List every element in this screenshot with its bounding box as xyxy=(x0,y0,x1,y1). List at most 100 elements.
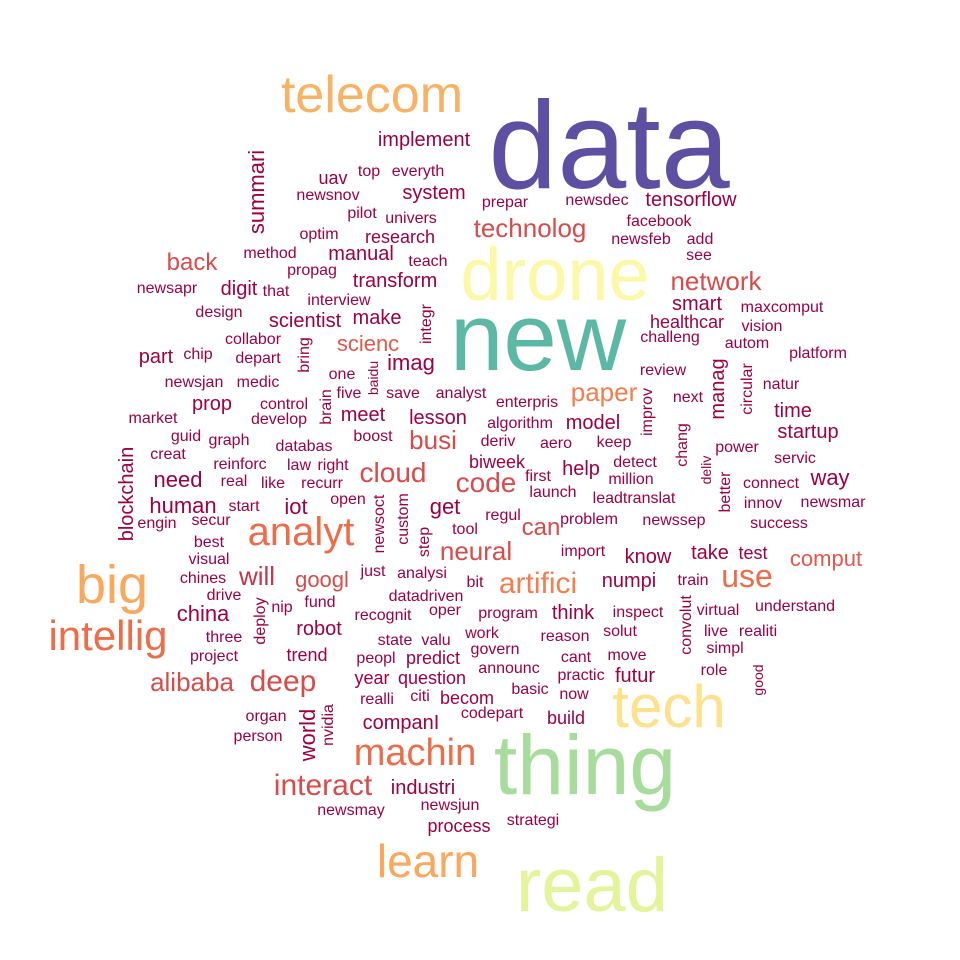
word-best: best xyxy=(193,534,225,551)
word-everyth: everyth xyxy=(391,163,445,180)
word-develop: develop xyxy=(250,411,308,428)
word-uav: uav xyxy=(318,168,348,188)
word-one: one xyxy=(328,366,356,383)
word-solut: solut xyxy=(603,623,637,640)
word-manual: manual xyxy=(328,243,394,265)
word-problem: problem xyxy=(560,511,618,528)
word-that: that xyxy=(262,283,290,300)
word-realiti: realiti xyxy=(738,623,778,640)
word-add: add xyxy=(686,231,714,248)
word-newsfeb: newsfeb xyxy=(611,231,671,248)
word-process: process xyxy=(427,816,491,836)
word-becom: becom xyxy=(439,688,495,708)
word-see: see xyxy=(686,247,712,264)
word-save: save xyxy=(386,385,420,402)
word-right: right xyxy=(317,457,349,474)
word-pilot: pilot xyxy=(347,205,377,222)
word-codepart: codepart xyxy=(460,705,524,722)
word-china: china xyxy=(176,601,230,626)
word-healthcar: healthcar xyxy=(649,312,725,332)
word-nip: nip xyxy=(271,599,293,616)
word-datadriven: datadriven xyxy=(388,588,464,605)
word-just: just xyxy=(360,563,386,580)
word-next: next xyxy=(672,389,704,406)
word-intellig: intellig xyxy=(48,612,168,659)
word-reinforc: reinforc xyxy=(213,456,267,473)
word-cant: cant xyxy=(560,649,592,666)
word-state: state xyxy=(377,632,413,649)
word-telecom: telecom xyxy=(280,66,464,124)
word-know: know xyxy=(624,546,672,568)
word-five: five xyxy=(336,385,362,402)
word-law: law xyxy=(286,457,312,474)
word-summari: summari xyxy=(244,149,269,235)
word-method: method xyxy=(243,245,297,262)
word-deliv: deliv xyxy=(698,455,714,485)
word-first: first xyxy=(525,468,551,485)
word-way: way xyxy=(810,465,850,490)
word-fund: fund xyxy=(304,594,336,611)
word-challeng: challeng xyxy=(640,329,700,346)
word-success: success xyxy=(750,515,808,532)
word-lesson: lesson xyxy=(409,407,467,429)
word-predict: predict xyxy=(405,648,461,668)
word-model: model xyxy=(565,412,621,434)
word-boost: boost xyxy=(353,428,393,445)
word-vision: vision xyxy=(741,318,783,335)
word-optim: optim xyxy=(299,226,339,243)
word-peopl: peopl xyxy=(356,650,396,667)
word-algorithm: algorithm xyxy=(487,415,553,432)
word-artifici: artifici xyxy=(498,567,578,600)
word-machin: machin xyxy=(353,732,477,774)
word-import: import xyxy=(560,543,606,560)
word-newsoct: newsoct xyxy=(371,494,388,554)
word-robot: robot xyxy=(296,618,342,640)
word-open: open xyxy=(330,491,366,508)
word-teach: teach xyxy=(408,253,448,270)
word-visual: visual xyxy=(188,551,230,568)
word-control: control xyxy=(259,396,309,413)
word-startup: startup xyxy=(777,421,839,443)
word-real: real xyxy=(220,473,248,490)
word-tensorflow: tensorflow xyxy=(645,189,737,211)
word-train: train xyxy=(677,572,709,589)
word-will: will xyxy=(238,561,276,591)
word-understand: understand xyxy=(754,598,836,615)
word-trend: trend xyxy=(286,645,328,665)
word-newsjun: newsjun xyxy=(420,797,480,814)
word-can: can xyxy=(521,514,561,541)
word-scientist: scientist xyxy=(268,310,342,332)
word-launch: launch xyxy=(529,484,577,501)
word-cloud: cloud xyxy=(359,457,427,488)
word-code: code xyxy=(455,467,517,498)
word-three: three xyxy=(205,629,243,646)
word-research: research xyxy=(364,227,436,247)
word-live: live xyxy=(703,623,729,640)
word-baidu: baidu xyxy=(365,360,381,396)
word-deploy: deploy xyxy=(252,597,269,645)
word-system: system xyxy=(402,182,466,204)
word-transform: transform xyxy=(352,270,438,292)
word-improv: improv xyxy=(639,387,656,437)
word-maxcomput: maxcomput xyxy=(740,299,824,316)
word-iot: iot xyxy=(284,494,308,519)
word-brain: brain xyxy=(318,389,335,425)
word-newsnov: newsnov xyxy=(296,187,360,204)
word-connect: connect xyxy=(742,475,800,492)
word-custom: custom xyxy=(395,493,412,545)
word-paper: paper xyxy=(570,377,638,407)
word-build: build xyxy=(546,708,586,728)
word-take: take xyxy=(691,542,729,564)
word-collabor: collabor xyxy=(224,331,282,348)
word-realli: realli xyxy=(360,691,394,708)
word-good: good xyxy=(750,664,766,696)
word-alibaba: alibaba xyxy=(150,667,234,697)
word-comput: comput xyxy=(789,546,863,571)
word-leadtranslat: leadtranslat xyxy=(592,490,676,507)
word-smart: smart xyxy=(672,293,722,315)
word-world: world xyxy=(295,708,320,762)
word-blockchain: blockchain xyxy=(116,446,138,542)
word-move: move xyxy=(607,647,647,664)
word-get: get xyxy=(429,494,461,519)
word-like: like xyxy=(260,475,286,492)
